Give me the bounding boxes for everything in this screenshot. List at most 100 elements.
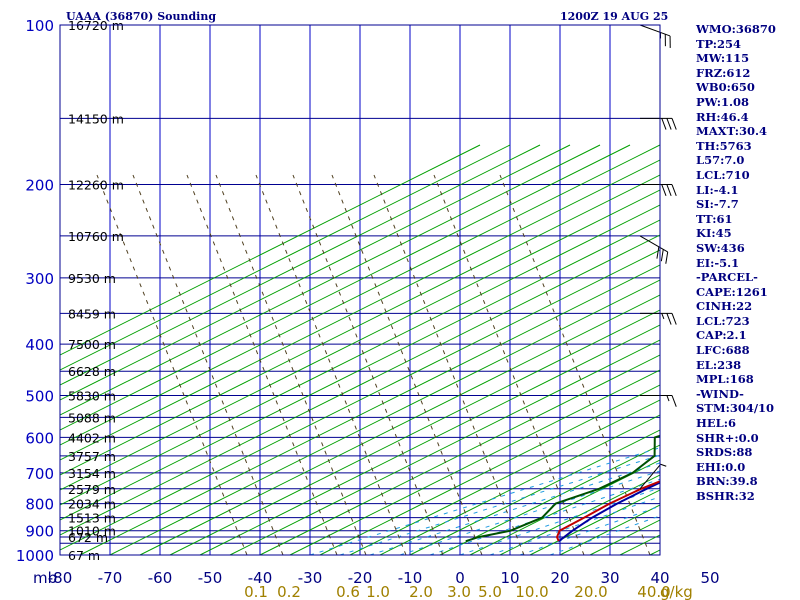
index-value: STM:304/10	[696, 401, 775, 416]
index-value: SI:-7.7	[696, 197, 739, 212]
pressure-tick-label: 600	[25, 429, 54, 447]
pressure-tick-label: 100	[25, 17, 54, 35]
index-value: EHI:0.0	[696, 459, 746, 474]
dry-adiabat-line	[199, 324, 660, 555]
index-value: SHR+:0.0	[696, 430, 759, 445]
profile-curves	[465, 434, 660, 543]
dry-adiabat-line	[60, 174, 660, 476]
height-label: 5830 m	[68, 388, 116, 403]
indices-panel: WMO:36870 TP:254 MW:115 FRZ:612 WB0:650 PW:1.…	[696, 22, 800, 504]
temperature-tick-label: 30	[600, 569, 619, 587]
height-label: 4402 m	[68, 430, 116, 445]
dry-adiabat-line	[169, 309, 660, 555]
pressure-tick-label: 500	[25, 387, 54, 405]
temperature-tick-label: -20	[348, 569, 373, 587]
temperature-tick-label: 10	[500, 569, 519, 587]
mixing-ratio-label: 2.0	[409, 583, 433, 600]
dry-adiabat-line	[409, 429, 660, 555]
temperature-tick-label: -50	[198, 569, 223, 587]
index-value: LCL:723	[696, 313, 750, 328]
pressure-tick-label: 300	[25, 270, 54, 288]
dry-adiabat-line	[319, 384, 660, 555]
valid-time: 1200Z 19 AUG 25	[560, 10, 668, 23]
height-label: 1010 m	[68, 524, 116, 539]
mixing-ratio-label: 0.1	[244, 583, 268, 600]
dry-adiabat-line	[60, 144, 660, 446]
mixing-ratio-label: 1.0	[366, 583, 390, 600]
height-label: 672 m	[68, 530, 108, 545]
index-value: MAXT:30.4	[696, 124, 767, 139]
wind-barb	[639, 463, 667, 490]
moist-adiabat-line	[369, 462, 660, 555]
index-value: KI:45	[696, 226, 732, 241]
plot-border	[59, 24, 661, 556]
dry-adiabat-line	[349, 399, 660, 555]
temperature-tick-label: -10	[398, 569, 423, 587]
dry-adiabat-line	[60, 159, 660, 461]
height-label: 2579 m	[68, 482, 116, 497]
dry-adiabat-line	[60, 144, 481, 356]
mixing-ratio-label: 40.0	[637, 583, 670, 600]
mixing-ratio-unit: g/kg	[660, 583, 693, 600]
wind-barbs	[639, 24, 677, 490]
pressure-tick-label: 800	[25, 496, 54, 514]
wind-barb	[639, 235, 669, 264]
index-value: LI:-4.1	[696, 182, 739, 197]
temperature-tick-label: -70	[98, 569, 123, 587]
pressure-tick-label: 900	[25, 523, 54, 541]
dry-adiabat-line	[60, 204, 660, 506]
station-title: UAAA (36870) Sounding	[66, 10, 216, 23]
index-value: MPL:168	[696, 372, 754, 387]
index-value: LFC:688	[696, 343, 750, 358]
dry-adiabat-line	[229, 339, 660, 555]
pressure-tick-label: 200	[25, 177, 54, 195]
pressure-tick-label: 700	[25, 465, 54, 483]
wind-barb	[640, 117, 677, 130]
index-value: CINH:22	[696, 299, 753, 314]
dry-adiabat-line	[499, 474, 660, 555]
index-value: WB0:650	[696, 80, 755, 95]
height-label: 10760 m	[68, 229, 124, 244]
index-value: BRN:39.8	[696, 474, 758, 489]
temperature-tick-label: -30	[298, 569, 323, 587]
axis-labels: mb-80 -70 -60 -50 -40 -30 -20 -10 0 10 20 30 40 50 100…	[16, 17, 720, 600]
moist-adiabat-line	[519, 505, 660, 555]
temperature-tick-label: -80	[48, 569, 73, 587]
mixing-ratio-label: 3.0	[447, 583, 471, 600]
parcel-curve	[558, 481, 660, 542]
temperature-tick-label: 20	[550, 569, 569, 587]
dry-adiabat-line	[60, 189, 660, 491]
dry-adiabat-line	[60, 234, 660, 536]
index-value: CAPE:1261	[696, 284, 768, 299]
pressure-tick-label: 1000	[16, 547, 54, 565]
height-label: 6628 m	[68, 364, 116, 379]
index-value: TT:61	[696, 211, 733, 226]
index-value: SRDS:88	[696, 445, 753, 460]
mixing-ratio-label: 0.2	[277, 583, 301, 600]
temperature-tick-label: 0	[455, 569, 465, 587]
index-value: PW:1.08	[696, 94, 750, 109]
temperature-tick-label: -60	[148, 569, 173, 587]
height-label: 1513 m	[68, 511, 116, 526]
wind-barb	[640, 394, 677, 407]
dewpoint-curve	[465, 434, 660, 543]
index-value: -PARCEL-	[696, 270, 758, 285]
height-label: 12260 m	[68, 178, 124, 193]
dry-adiabat-line	[60, 144, 631, 431]
height-label: 3154 m	[68, 466, 116, 481]
index-value: LCL:710	[696, 167, 750, 182]
x-units-label: mb	[33, 569, 57, 587]
dry-adiabat-line	[469, 459, 660, 555]
height-label: 3757 m	[68, 449, 116, 464]
dry-adiabat-line	[60, 249, 660, 551]
index-value: MW:115	[696, 51, 750, 66]
dry-adiabat-line	[439, 444, 660, 555]
height-label: 14150 m	[68, 111, 124, 126]
index-value: EL:238	[696, 357, 742, 372]
dry-adiabat-line	[60, 219, 660, 521]
height-label: 5088 m	[68, 410, 116, 425]
index-value: -WIND-	[696, 386, 744, 401]
mixing-ratio-label: 10.0	[515, 583, 548, 600]
plot-area	[60, 25, 660, 555]
